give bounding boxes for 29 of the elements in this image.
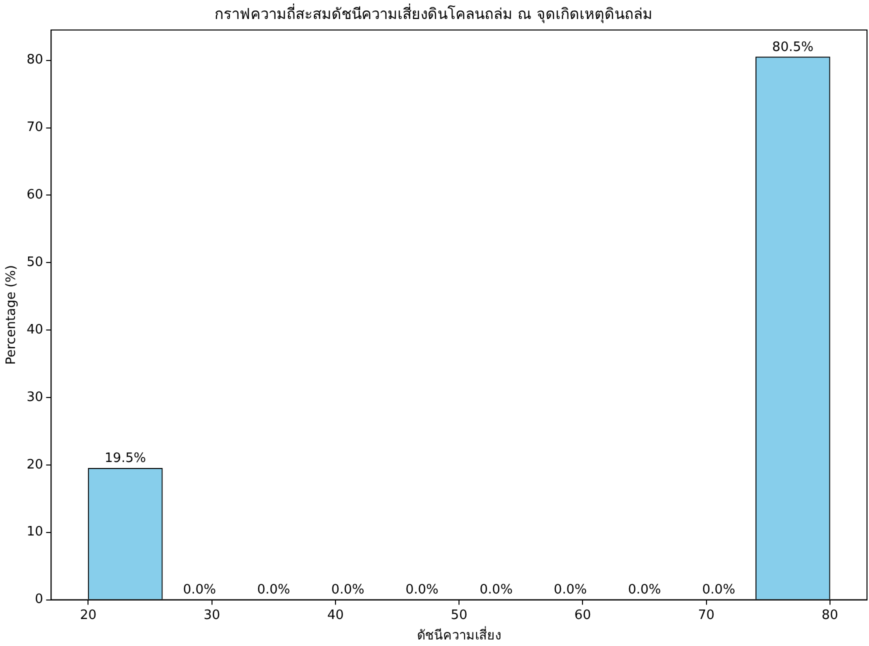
- x-tick-label: 50: [450, 608, 468, 623]
- data-label: 0.0%: [554, 582, 587, 598]
- data-label: 0.0%: [628, 582, 662, 598]
- data-label: 0.0%: [257, 582, 290, 598]
- x-tick-label: 40: [327, 608, 344, 623]
- x-tick-label: 30: [204, 608, 220, 623]
- x-tick-label: 60: [574, 608, 591, 623]
- y-tick-label: 40: [26, 322, 44, 338]
- y-tick-label: 0: [34, 592, 44, 608]
- y-tick-label: 80: [26, 52, 44, 68]
- x-axis-title: ดัชนีความเสี่ยง: [417, 626, 502, 644]
- data-label: 0.0%: [405, 582, 438, 598]
- y-tick-label: 10: [26, 524, 44, 540]
- data-label: 80.5%: [772, 40, 814, 55]
- y-axis-title: Percentage (%): [4, 265, 20, 365]
- data-label: 0.0%: [331, 582, 364, 598]
- y-tick-label: 60: [26, 188, 44, 203]
- y-tick-label: 20: [26, 457, 44, 472]
- x-tick-label: 70: [698, 608, 715, 623]
- data-label: 0.0%: [182, 582, 216, 598]
- data-label: 0.0%: [480, 582, 513, 598]
- x-tick-label: 20: [80, 608, 96, 623]
- y-tick-label: 50: [26, 255, 44, 270]
- data-label: 0.0%: [702, 582, 736, 598]
- chart-title: กราฟความถี่สะสมดัชนีความเสี่ยงดินโคลนถล่ม ณ จุดเกิดเหตุดินถล่ม: [214, 2, 652, 24]
- y-tick-label: 30: [26, 390, 44, 405]
- data-label: 19.5%: [104, 451, 146, 466]
- y-tick-label: 70: [26, 120, 44, 136]
- x-tick-label: 80: [822, 608, 838, 623]
